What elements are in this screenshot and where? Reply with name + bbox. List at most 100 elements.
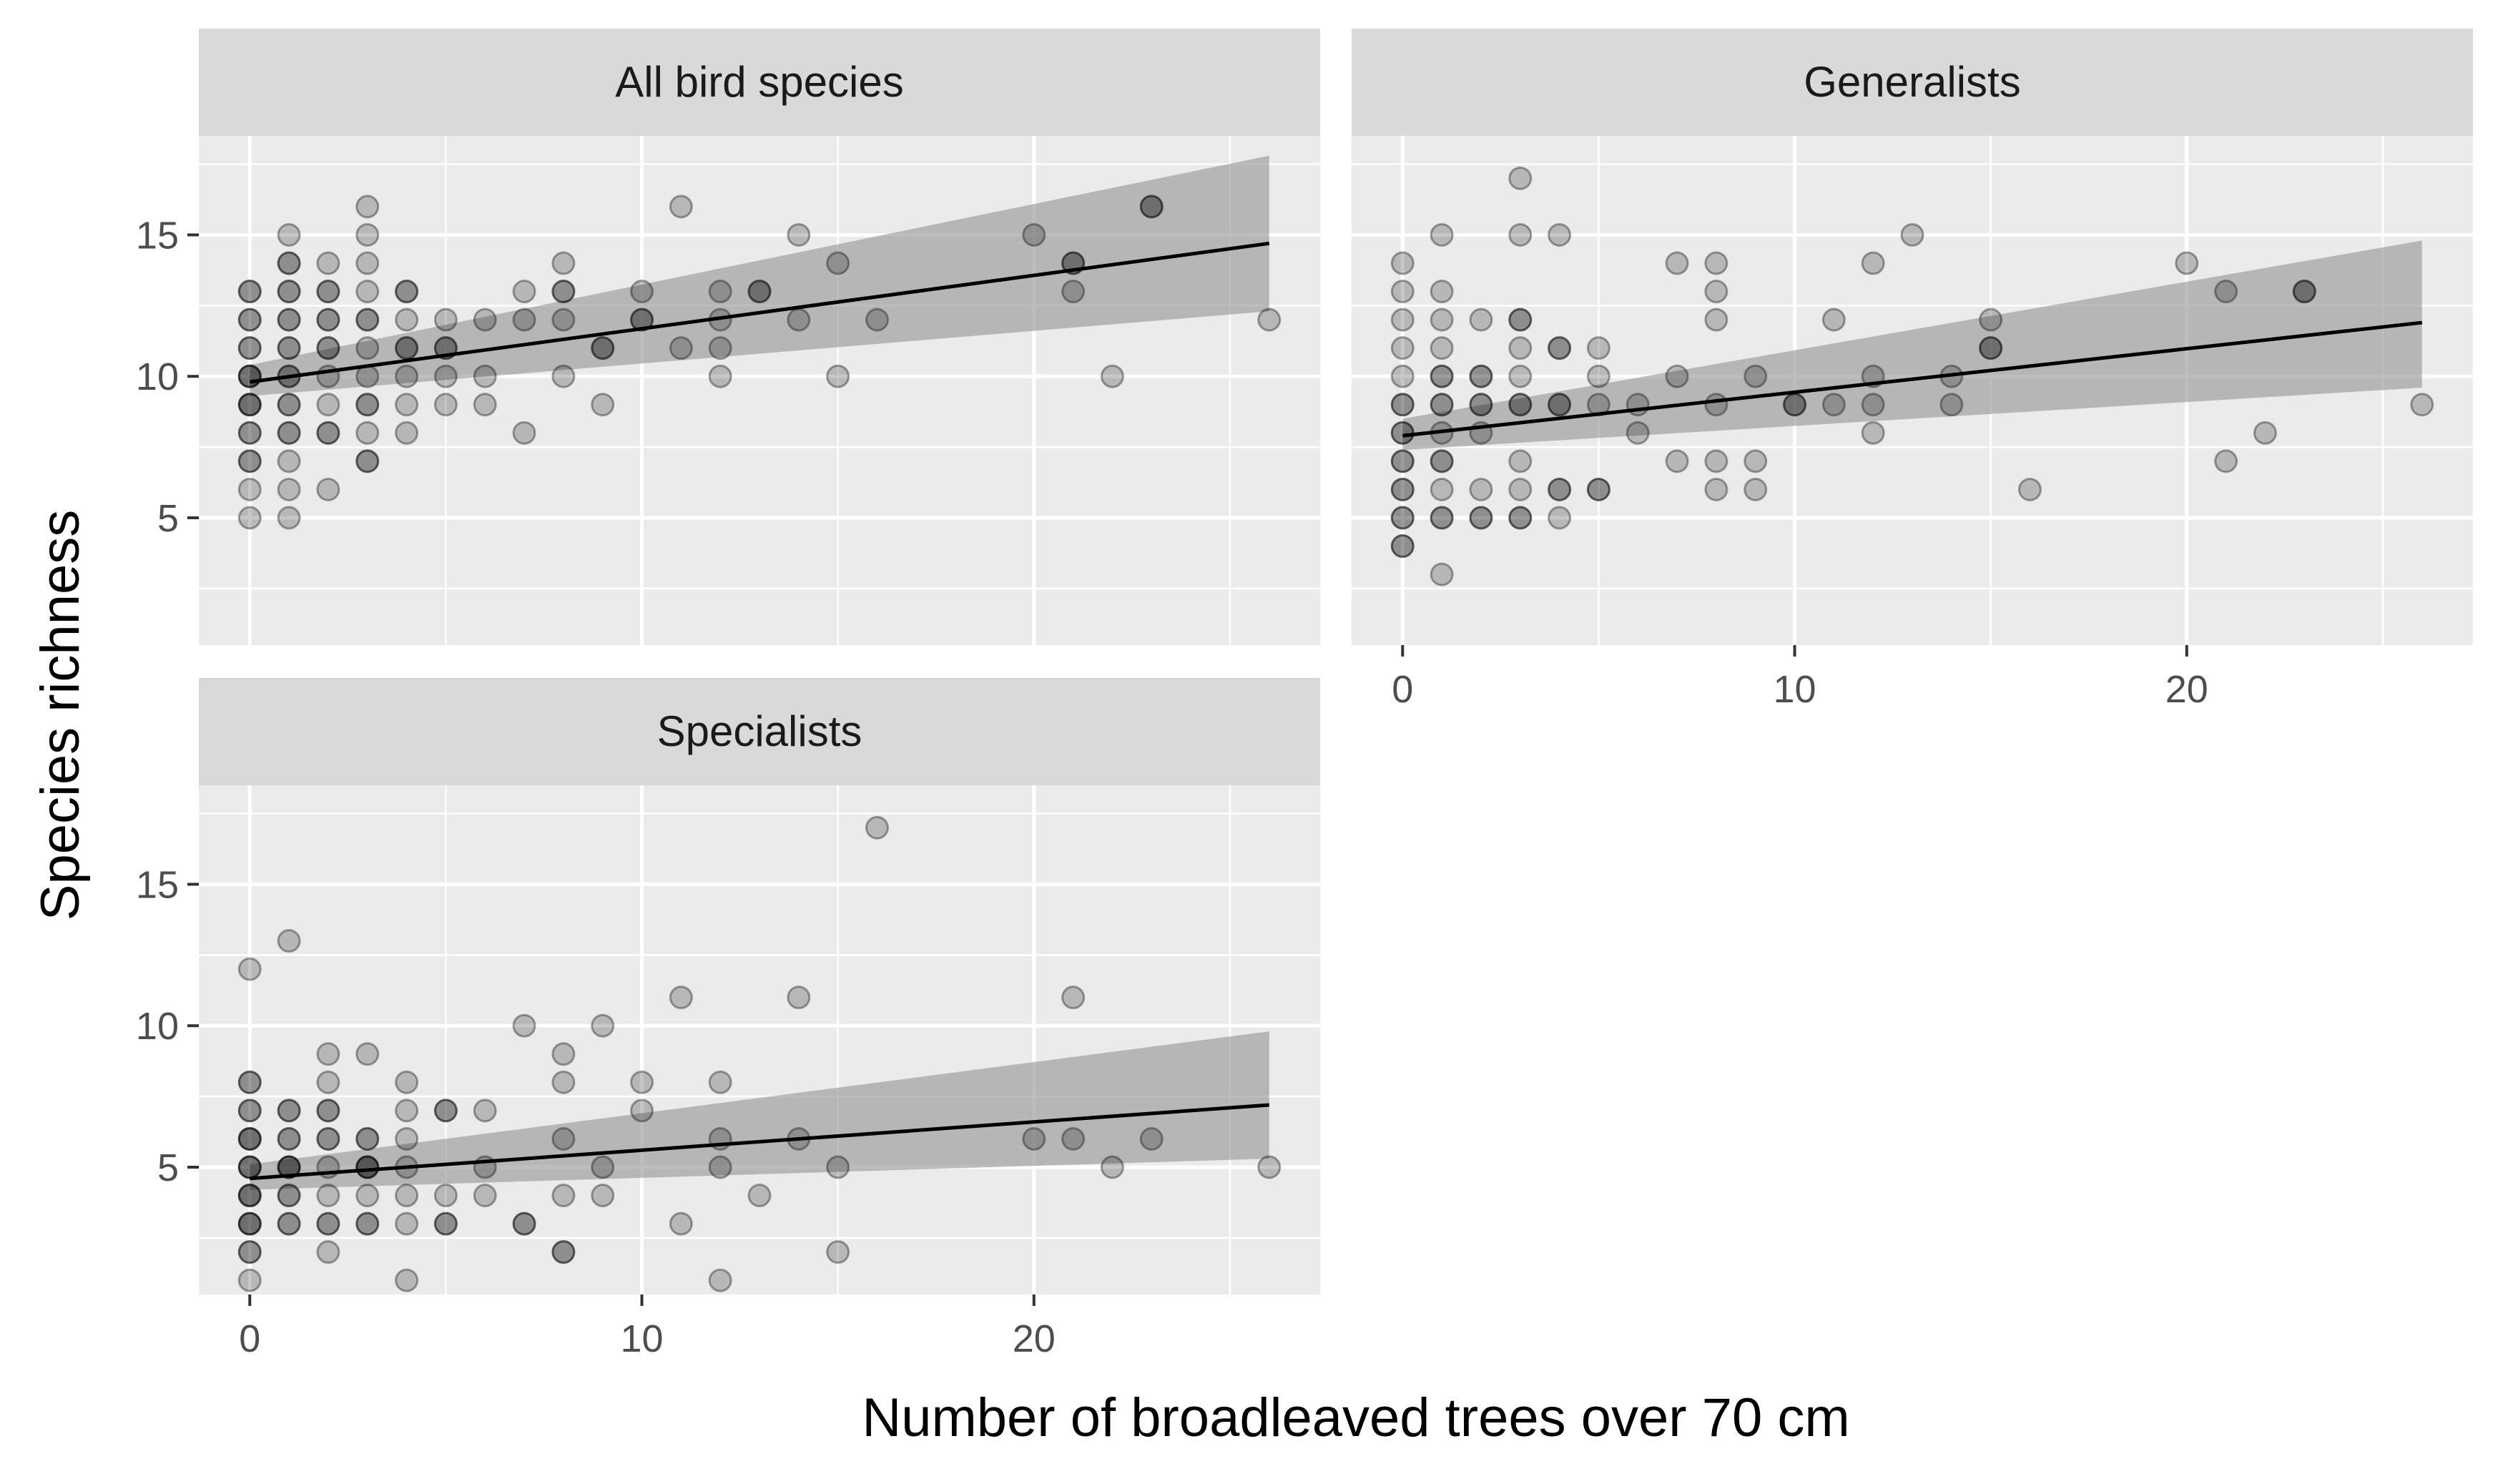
y-tick-label: 5 bbox=[157, 497, 179, 540]
data-point bbox=[277, 308, 301, 332]
data-point bbox=[355, 1184, 380, 1208]
data-point bbox=[1430, 449, 1454, 473]
data-point bbox=[1979, 308, 2003, 332]
data-point bbox=[355, 1042, 380, 1066]
data-point bbox=[591, 336, 615, 360]
data-point bbox=[1626, 421, 1650, 445]
data-point bbox=[355, 449, 380, 473]
confidence-band bbox=[1402, 240, 2422, 451]
data-point bbox=[708, 1268, 732, 1292]
data-point bbox=[1390, 534, 1415, 559]
y-tick-label: 10 bbox=[136, 1005, 179, 1048]
data-point bbox=[473, 393, 497, 417]
data-point bbox=[237, 1126, 262, 1151]
data-point bbox=[433, 364, 458, 388]
data-point bbox=[433, 1212, 458, 1236]
data-point bbox=[237, 393, 262, 417]
data-point bbox=[277, 1155, 301, 1179]
data-point bbox=[277, 222, 301, 247]
data-point bbox=[630, 308, 654, 332]
data-point bbox=[1665, 364, 1689, 388]
data-point bbox=[433, 1099, 458, 1123]
data-point bbox=[1390, 449, 1415, 473]
data-point bbox=[1586, 364, 1611, 388]
data-point bbox=[316, 393, 340, 417]
data-point bbox=[395, 1099, 419, 1123]
data-point bbox=[277, 393, 301, 417]
data-point bbox=[237, 1099, 262, 1123]
data-point bbox=[395, 336, 419, 360]
data-point bbox=[512, 1212, 536, 1236]
data-point bbox=[2410, 393, 2434, 417]
data-point bbox=[1430, 393, 1454, 417]
facet-title: Specialists bbox=[657, 707, 862, 755]
data-point bbox=[237, 449, 262, 473]
data-point bbox=[237, 421, 262, 445]
data-point bbox=[316, 1240, 340, 1264]
x-tick-label: 0 bbox=[239, 1317, 260, 1360]
data-point bbox=[708, 1155, 732, 1179]
data-point bbox=[1469, 477, 1493, 501]
data-point bbox=[316, 1212, 340, 1236]
data-point bbox=[1390, 506, 1415, 530]
data-point bbox=[2253, 421, 2277, 445]
facet-panel-specialists: Specialists 5 10 15 0 10 20 bbox=[136, 678, 1320, 1360]
data-point bbox=[1508, 393, 1533, 417]
data-point bbox=[237, 1212, 262, 1236]
data-point bbox=[355, 222, 380, 247]
data-point bbox=[395, 1212, 419, 1236]
data-point bbox=[473, 1099, 497, 1123]
data-points bbox=[1390, 166, 2434, 586]
data-point bbox=[669, 195, 693, 219]
data-point bbox=[1390, 506, 1415, 530]
data-point bbox=[277, 1212, 301, 1236]
data-point bbox=[277, 1126, 301, 1151]
data-point bbox=[355, 1155, 380, 1179]
y-tick-label: 15 bbox=[136, 863, 179, 906]
facet-strip bbox=[199, 678, 1320, 785]
facet-strip bbox=[199, 29, 1320, 136]
data-point bbox=[237, 393, 262, 417]
x-tick-label: 20 bbox=[1013, 1317, 1056, 1360]
data-point bbox=[512, 1212, 536, 1236]
data-point bbox=[433, 1099, 458, 1123]
data-point bbox=[826, 364, 850, 388]
data-point bbox=[1508, 336, 1533, 360]
data-point bbox=[2175, 251, 2199, 275]
data-point bbox=[1022, 222, 1046, 247]
data-point bbox=[316, 280, 340, 304]
data-point bbox=[355, 308, 380, 332]
data-point bbox=[1100, 364, 1124, 388]
data-point bbox=[277, 251, 301, 275]
data-point bbox=[277, 1184, 301, 1208]
data-point bbox=[1139, 195, 1164, 219]
data-point bbox=[1469, 393, 1493, 417]
grid bbox=[199, 136, 1320, 645]
data-point bbox=[277, 336, 301, 360]
confidence-band bbox=[250, 1031, 1269, 1190]
data-point bbox=[512, 280, 536, 304]
data-point bbox=[1939, 393, 1964, 417]
data-points bbox=[237, 195, 1282, 530]
data-point bbox=[1704, 280, 1729, 304]
data-point bbox=[277, 280, 301, 304]
data-point bbox=[826, 1240, 850, 1264]
data-point bbox=[1508, 449, 1533, 473]
data-point bbox=[237, 308, 262, 332]
data-point bbox=[708, 1070, 732, 1094]
data-point bbox=[826, 1155, 850, 1179]
data-point bbox=[237, 280, 262, 304]
data-point bbox=[277, 280, 301, 304]
data-point bbox=[355, 251, 380, 275]
data-point bbox=[237, 1126, 262, 1151]
data-point bbox=[1548, 336, 1572, 360]
data-point bbox=[1430, 506, 1454, 530]
data-point bbox=[316, 477, 340, 501]
data-point bbox=[1861, 393, 1885, 417]
data-point bbox=[1979, 336, 2003, 360]
data-point bbox=[1390, 477, 1415, 501]
data-point bbox=[355, 393, 380, 417]
data-point bbox=[1821, 393, 1846, 417]
data-point bbox=[1744, 449, 1768, 473]
data-point bbox=[1508, 308, 1533, 332]
